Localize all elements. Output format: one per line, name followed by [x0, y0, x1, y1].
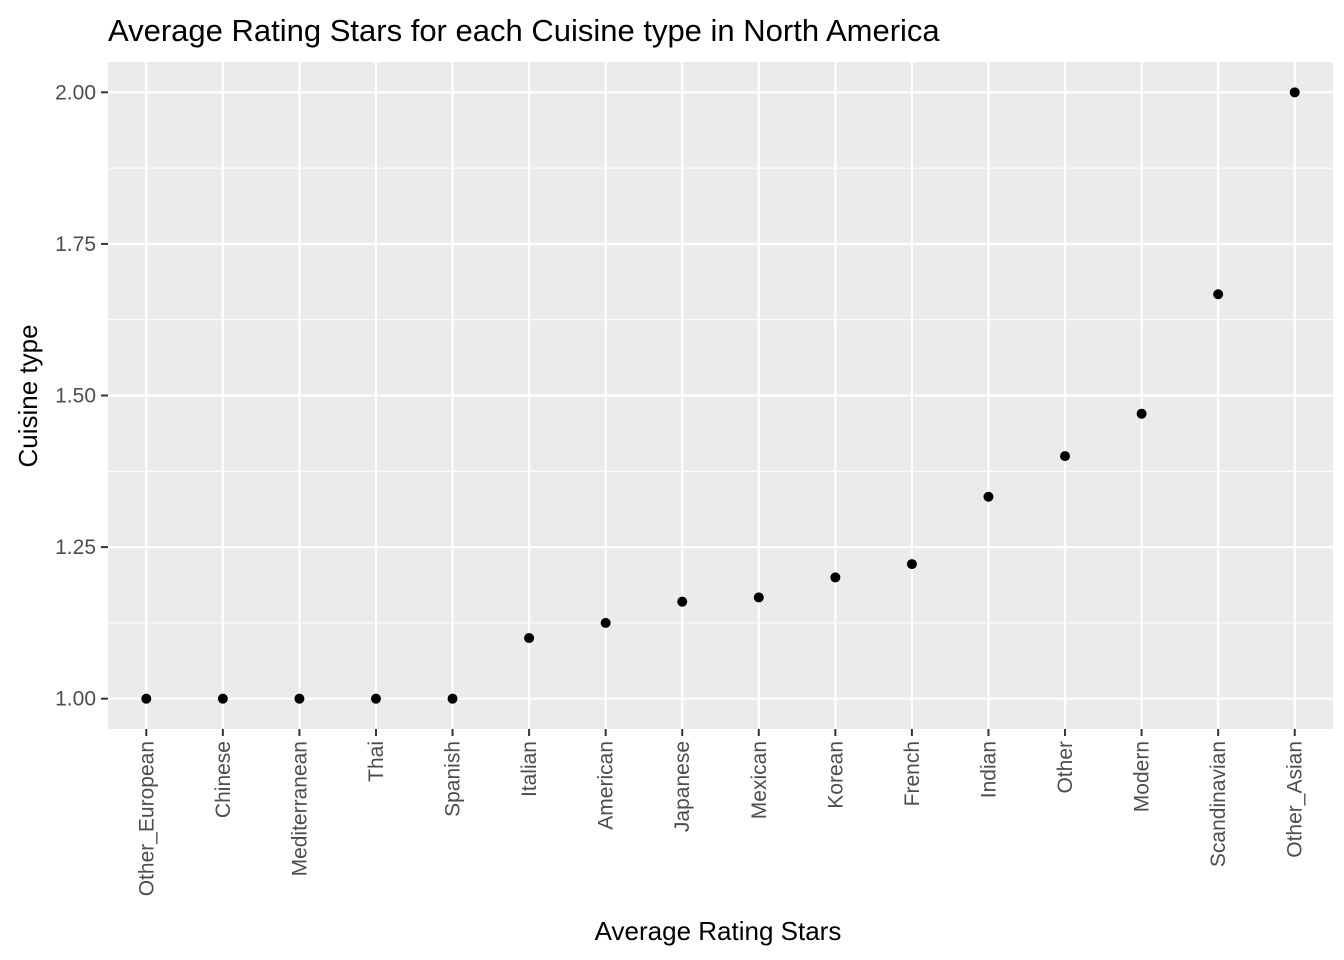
- x-tick-label: Chinese: [212, 741, 235, 818]
- x-tick-label: American: [595, 741, 618, 830]
- data-point: [677, 596, 688, 607]
- x-tick-label: Scandinavian: [1207, 741, 1230, 867]
- data-point: [524, 633, 535, 644]
- y-axis-title: Cuisine type: [13, 324, 43, 467]
- data-point: [370, 693, 381, 704]
- data-point: [1060, 451, 1071, 462]
- data-point: [294, 693, 305, 704]
- data-point: [1213, 289, 1224, 300]
- x-tick-label: Indian: [977, 741, 1000, 798]
- y-tick-label: 1.25: [55, 536, 96, 559]
- data-point: [906, 559, 917, 570]
- x-tick-label: Mexican: [748, 741, 771, 819]
- y-tick-label: 1.75: [55, 233, 96, 256]
- y-axis: 1.00 1.25 1.50 1.75 2.00: [55, 81, 108, 711]
- x-tick-label: Mediterranean: [288, 741, 311, 876]
- x-tick-label: Other: [1054, 741, 1077, 794]
- y-tick-label: 1.00: [55, 688, 96, 711]
- x-tick-label: Other_European: [135, 741, 158, 896]
- x-tick-label: Other_Asian: [1284, 741, 1307, 858]
- data-point: [753, 592, 764, 603]
- x-tick-label: Modern: [1131, 741, 1154, 812]
- major-gridlines: [108, 62, 1333, 729]
- data-point: [447, 693, 458, 704]
- x-tick-label: Thai: [365, 741, 388, 782]
- minor-gridlines: [108, 167, 1333, 624]
- data-point: [830, 572, 841, 583]
- chart-title: Average Rating Stars for each Cuisine ty…: [108, 13, 940, 48]
- x-tick-label: French: [901, 741, 924, 806]
- data-point: [1136, 408, 1147, 419]
- x-tick-label: Japanese: [671, 741, 694, 832]
- x-axis: Other_European Chinese Mediterranean Thai Sp…: [135, 729, 1307, 896]
- x-axis-title: Average Rating Stars: [595, 916, 842, 946]
- x-tick-label: Italian: [518, 741, 541, 797]
- data-point: [600, 617, 611, 628]
- x-tick-label: Korean: [824, 741, 847, 809]
- data-point: [141, 693, 152, 704]
- data-point: [217, 693, 228, 704]
- y-tick-label: 2.00: [55, 81, 96, 104]
- data-points: [141, 87, 1300, 704]
- data-point: [983, 491, 994, 502]
- x-tick-label: Spanish: [442, 741, 465, 817]
- data-point: [1289, 87, 1300, 98]
- y-tick-label: 1.50: [55, 385, 96, 408]
